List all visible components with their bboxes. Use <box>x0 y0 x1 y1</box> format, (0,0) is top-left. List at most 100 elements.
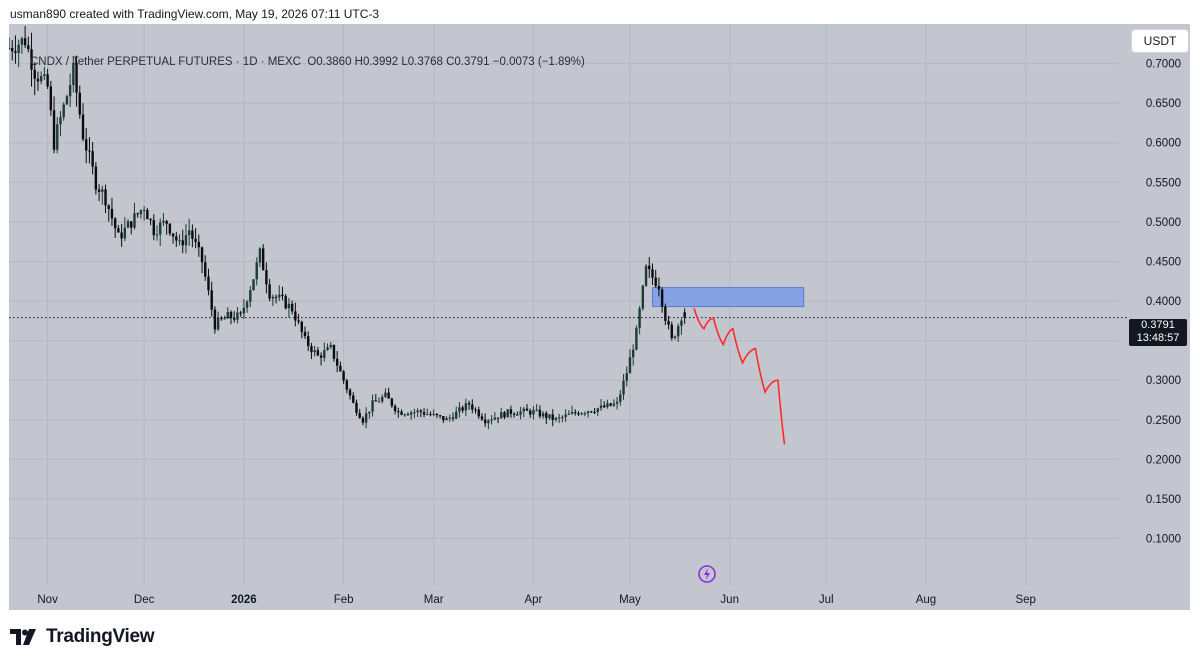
candle-body <box>422 412 426 415</box>
x-tick-label: Jul <box>819 594 834 606</box>
y-tick-label: 0.1500 <box>1146 494 1181 506</box>
candle-body <box>532 409 535 415</box>
candle-body <box>72 62 75 86</box>
candle-body <box>191 230 194 239</box>
candle-body <box>130 221 133 228</box>
candle-body <box>586 411 590 414</box>
candle-body <box>326 347 329 351</box>
x-tick-label: Apr <box>524 594 542 606</box>
candle-body <box>625 373 628 381</box>
price-chart[interactable]: 0.7000 0.6500 0.6000 0.5500 0.5000 0.4500 0.40… <box>9 24 1190 610</box>
candle-body <box>297 320 300 322</box>
candle-body <box>593 411 596 413</box>
candle-body <box>471 404 474 410</box>
lightning-icon[interactable] <box>697 564 717 584</box>
candle-body <box>551 414 554 420</box>
currency-button[interactable]: USDT <box>1131 29 1189 53</box>
candle-body <box>442 415 445 421</box>
candle-body <box>644 265 648 286</box>
y-tick-label: 0.4500 <box>1146 256 1181 268</box>
brand-logo[interactable]: TradingView <box>10 626 155 648</box>
candle-body <box>493 417 497 420</box>
candle-body <box>384 392 387 398</box>
candle-body <box>187 230 191 236</box>
candle-body <box>46 74 49 87</box>
candle-body <box>278 294 281 298</box>
candle-body <box>487 420 490 424</box>
candle-body <box>615 401 619 404</box>
candle-body <box>603 405 606 408</box>
candle-body <box>33 69 36 79</box>
candle-body <box>255 262 258 280</box>
candle-body <box>207 276 210 291</box>
candle-body <box>400 411 403 415</box>
candle-body <box>664 306 667 321</box>
candle-body <box>631 349 635 358</box>
candle-body <box>265 270 268 285</box>
candle-body <box>458 407 461 412</box>
x-tick-label: May <box>619 594 641 606</box>
candle-body <box>500 412 503 419</box>
candle-body <box>352 395 355 403</box>
candle-body <box>448 417 451 419</box>
candle-body <box>284 296 287 309</box>
candle-body <box>65 96 69 105</box>
candle-body <box>245 301 249 308</box>
candle-body <box>335 358 339 366</box>
candle-body <box>577 413 580 415</box>
candle-body <box>438 415 442 417</box>
candle-body <box>461 407 464 411</box>
candle-body <box>323 350 326 358</box>
candle-body <box>178 240 181 242</box>
chart-area[interactable]: 0.7000 0.6500 0.6000 0.5500 0.5000 0.4500 0.40… <box>9 24 1190 610</box>
candle-body <box>200 247 204 263</box>
candle-body <box>91 151 94 167</box>
candle-body <box>216 317 220 330</box>
x-tick-label: Feb <box>334 594 354 606</box>
candle-body <box>612 403 616 406</box>
candle-body <box>490 419 493 421</box>
candle-body <box>390 398 394 406</box>
candle-body <box>43 74 46 77</box>
candle-body <box>467 403 471 405</box>
candle-body <box>393 405 397 412</box>
candle-body <box>249 290 252 302</box>
candle-body <box>303 331 307 337</box>
candle-body <box>107 205 110 209</box>
candle-body <box>557 417 561 419</box>
candle-body <box>204 262 207 277</box>
y-tick-label: 0.6000 <box>1146 138 1181 150</box>
y-tick-label: 0.2000 <box>1146 454 1181 466</box>
candle-body <box>39 76 43 82</box>
candle-body <box>599 405 603 409</box>
symbol-pair[interactable]: CNDX / Tether PERPETUAL FUTURES · 1D · M… <box>30 56 301 68</box>
candle-body <box>635 327 638 350</box>
x-tick-label: 2026 <box>231 594 257 606</box>
brand-wordmark: TradingView <box>46 626 155 647</box>
candle-body <box>268 284 271 299</box>
candle-body <box>329 344 332 348</box>
candle-body <box>409 412 413 415</box>
candle-body <box>429 414 432 416</box>
candle-body <box>445 418 448 421</box>
last-price-label: 0.3791 13:48:57 <box>1129 319 1187 346</box>
candle-body <box>258 248 262 263</box>
candle-body <box>294 311 297 321</box>
candle-body <box>609 403 612 406</box>
candle-body <box>628 357 632 374</box>
candle-body <box>239 312 242 314</box>
candle-body <box>242 307 246 314</box>
x-tick-label: Aug <box>916 594 936 606</box>
candle-body <box>252 279 255 291</box>
candle-body <box>548 414 551 419</box>
candle-body <box>545 413 548 419</box>
candle-body <box>683 312 686 318</box>
ohlc-values: O0.3860 H0.3992 L0.3768 C0.3791 −0.0073 … <box>307 56 585 68</box>
candle-body <box>123 227 127 239</box>
candle-body <box>210 290 213 310</box>
candle-body <box>377 401 381 403</box>
candle-body <box>126 221 130 228</box>
candle-body <box>88 150 91 152</box>
candle-body <box>155 234 159 236</box>
candle-body <box>197 241 201 248</box>
